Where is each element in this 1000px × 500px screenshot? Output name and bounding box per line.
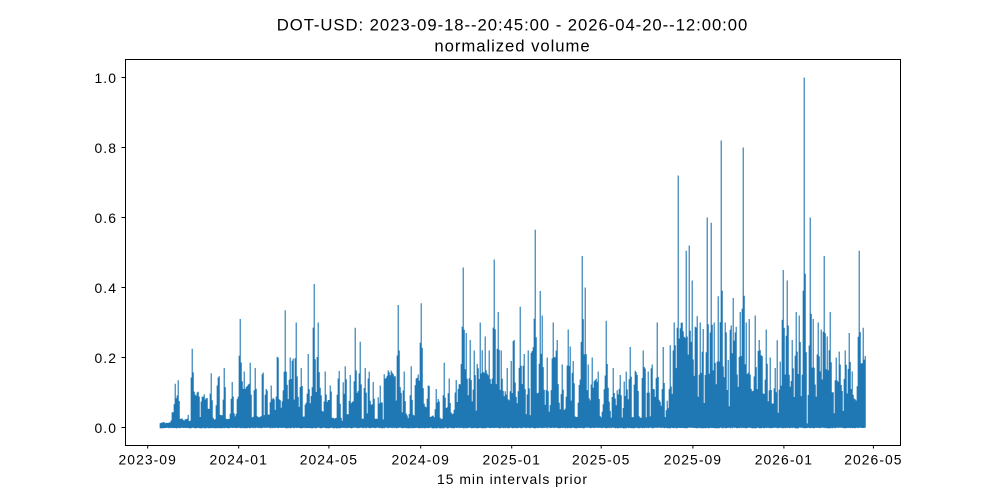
- svg-text:2026-01: 2026-01: [755, 452, 813, 468]
- svg-text:0.0: 0.0: [95, 420, 117, 436]
- svg-text:2024-09: 2024-09: [392, 452, 450, 468]
- svg-text:DOT-USD: 2023-09-18--20:45:00: DOT-USD: 2023-09-18--20:45:00 - 2026-04-…: [277, 16, 748, 35]
- svg-text:2023-09: 2023-09: [119, 452, 177, 468]
- svg-text:15 min intervals prior: 15 min intervals prior: [437, 471, 588, 487]
- svg-text:0.4: 0.4: [95, 280, 117, 296]
- svg-text:2025-01: 2025-01: [483, 452, 541, 468]
- svg-text:2025-05: 2025-05: [572, 452, 630, 468]
- svg-text:2025-09: 2025-09: [664, 452, 722, 468]
- svg-text:2024-01: 2024-01: [210, 452, 268, 468]
- svg-text:normalized volume: normalized volume: [434, 37, 590, 56]
- svg-text:2026-05: 2026-05: [844, 452, 902, 468]
- svg-text:0.2: 0.2: [95, 350, 117, 366]
- svg-text:0.8: 0.8: [95, 140, 117, 156]
- svg-text:0.6: 0.6: [95, 210, 117, 226]
- svg-text:2024-05: 2024-05: [300, 452, 358, 468]
- svg-text:1.0: 1.0: [95, 70, 117, 86]
